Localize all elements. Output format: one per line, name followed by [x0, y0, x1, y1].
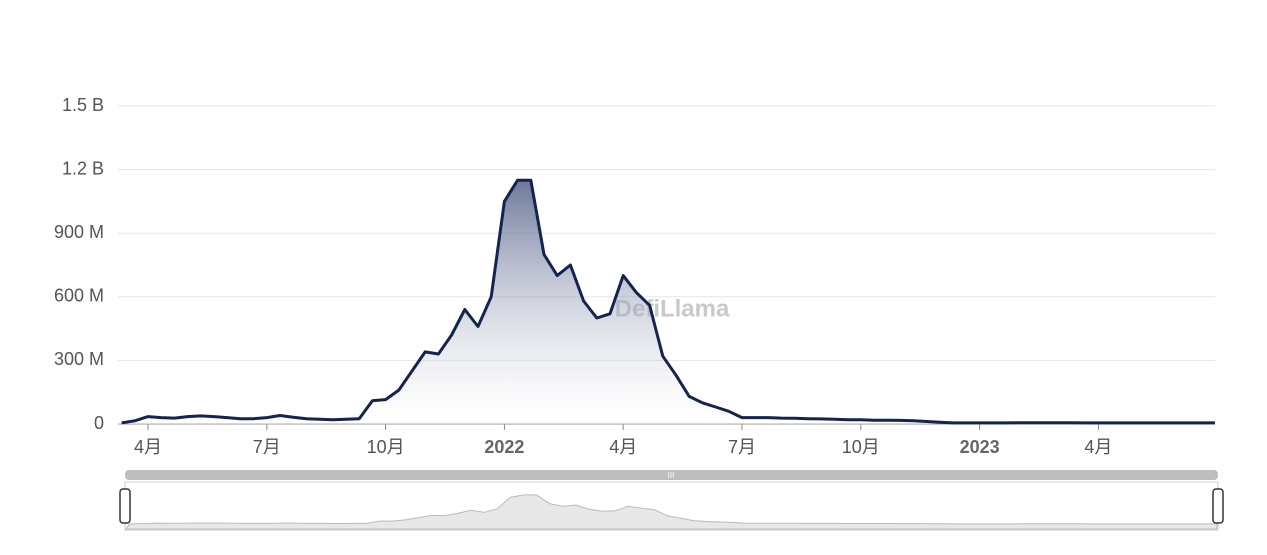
x-tick-label: 10月: [367, 437, 405, 457]
y-tick-label: 300 M: [54, 349, 104, 369]
area: [118, 180, 1215, 424]
x-tick-label: 2023: [960, 437, 1000, 457]
slider-bar[interactable]: [125, 470, 1218, 480]
y-tick-label: 900 M: [54, 222, 104, 242]
x-tick-label: 10月: [842, 437, 880, 457]
y-tick-label: 1.2 B: [62, 158, 104, 178]
slider-handle-left[interactable]: [119, 488, 131, 524]
x-tick-label: 7月: [253, 437, 281, 457]
x-tick-label: 7月: [728, 437, 756, 457]
x-tick-label: 4月: [134, 437, 162, 457]
zoom-slider[interactable]: III: [119, 470, 1224, 531]
y-tick-label: 600 M: [54, 286, 104, 306]
y-tick-label: 0: [94, 413, 104, 433]
y-tick-label: 1.5 B: [62, 95, 104, 115]
x-tick-label: 4月: [609, 437, 637, 457]
line: [121, 178, 1215, 425]
x-tick-label: 2022: [484, 437, 524, 457]
x-tick-label: 4月: [1084, 437, 1112, 457]
overview-area: [125, 494, 1218, 530]
slider-grip: III: [668, 471, 675, 480]
slider-handle-right[interactable]: [1212, 488, 1224, 524]
